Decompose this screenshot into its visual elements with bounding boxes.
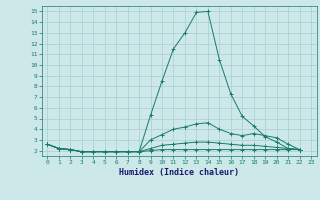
X-axis label: Humidex (Indice chaleur): Humidex (Indice chaleur) xyxy=(119,168,239,177)
